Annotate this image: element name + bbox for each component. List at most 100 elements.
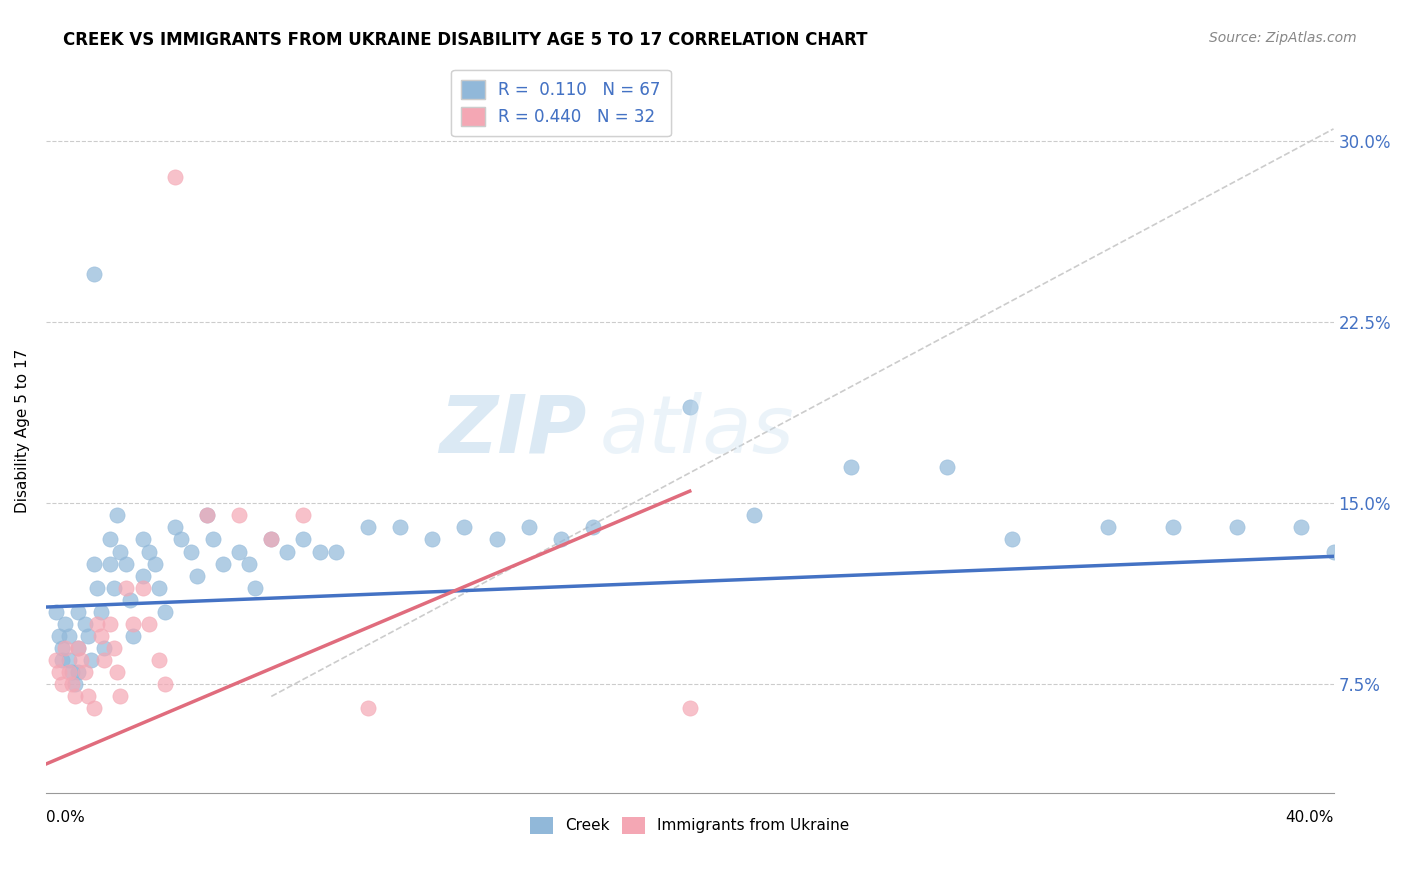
- Point: [76, 690, 98, 704]
- Point: [1226, 520, 1249, 534]
- Point: [80, 653, 103, 667]
- Point: [67, 641, 90, 656]
- Point: [98, 557, 121, 571]
- Point: [48, 665, 70, 680]
- Text: ZIP: ZIP: [439, 392, 586, 470]
- Text: Source: ZipAtlas.com: Source: ZipAtlas.com: [1209, 31, 1357, 45]
- Point: [228, 544, 250, 558]
- Point: [260, 533, 283, 547]
- Point: [73, 665, 96, 680]
- Text: 40.0%: 40.0%: [1285, 810, 1333, 825]
- Point: [163, 520, 186, 534]
- Point: [83, 701, 105, 715]
- Point: [679, 701, 702, 715]
- Point: [1097, 520, 1119, 534]
- Point: [1001, 533, 1024, 547]
- Text: atlas: atlas: [599, 392, 794, 470]
- Point: [98, 533, 121, 547]
- Point: [53, 617, 76, 632]
- Text: CREEK VS IMMIGRANTS FROM UKRAINE DISABILITY AGE 5 TO 17 CORRELATION CHART: CREEK VS IMMIGRANTS FROM UKRAINE DISABIL…: [63, 31, 868, 49]
- Point: [138, 617, 160, 632]
- Point: [202, 533, 225, 547]
- Point: [60, 665, 83, 680]
- Point: [48, 629, 70, 643]
- Point: [45, 605, 67, 619]
- Point: [195, 508, 218, 523]
- Point: [45, 653, 67, 667]
- Point: [67, 641, 90, 656]
- Point: [742, 508, 765, 523]
- Point: [308, 544, 330, 558]
- Point: [122, 617, 145, 632]
- Point: [118, 592, 141, 607]
- Point: [276, 544, 298, 558]
- Point: [93, 653, 115, 667]
- Point: [86, 581, 108, 595]
- Point: [180, 544, 202, 558]
- Point: [122, 629, 145, 643]
- Point: [131, 581, 153, 595]
- Point: [76, 629, 98, 643]
- Point: [1161, 520, 1184, 534]
- Point: [93, 641, 115, 656]
- Point: [103, 641, 125, 656]
- Point: [63, 690, 86, 704]
- Point: [108, 690, 131, 704]
- Point: [260, 533, 283, 547]
- Point: [582, 520, 605, 534]
- Point: [90, 629, 112, 643]
- Point: [148, 581, 170, 595]
- Point: [679, 400, 702, 414]
- Point: [70, 653, 93, 667]
- Point: [51, 677, 73, 691]
- Point: [51, 641, 73, 656]
- Point: [86, 617, 108, 632]
- Point: [115, 557, 138, 571]
- Point: [83, 267, 105, 281]
- Point: [195, 508, 218, 523]
- Point: [131, 533, 153, 547]
- Point: [105, 665, 128, 680]
- Point: [53, 641, 76, 656]
- Point: [325, 544, 347, 558]
- Point: [357, 701, 380, 715]
- Point: [98, 617, 121, 632]
- Point: [67, 665, 90, 680]
- Point: [153, 677, 176, 691]
- Point: [1322, 544, 1344, 558]
- Point: [485, 533, 508, 547]
- Point: [138, 544, 160, 558]
- Point: [292, 533, 315, 547]
- Point: [517, 520, 540, 534]
- Point: [936, 460, 959, 475]
- Point: [58, 653, 80, 667]
- Point: [163, 170, 186, 185]
- Point: [83, 557, 105, 571]
- Point: [115, 581, 138, 595]
- Point: [90, 605, 112, 619]
- Point: [228, 508, 250, 523]
- Point: [389, 520, 412, 534]
- Point: [212, 557, 235, 571]
- Point: [238, 557, 260, 571]
- Point: [170, 533, 193, 547]
- Point: [245, 581, 267, 595]
- Y-axis label: Disability Age 5 to 17: Disability Age 5 to 17: [15, 349, 30, 513]
- Point: [58, 665, 80, 680]
- Text: 0.0%: 0.0%: [46, 810, 84, 825]
- Point: [73, 617, 96, 632]
- Point: [60, 677, 83, 691]
- Point: [420, 533, 443, 547]
- Point: [1291, 520, 1313, 534]
- Point: [63, 677, 86, 691]
- Point: [153, 605, 176, 619]
- Point: [453, 520, 475, 534]
- Point: [105, 508, 128, 523]
- Point: [292, 508, 315, 523]
- Point: [131, 568, 153, 582]
- Point: [51, 653, 73, 667]
- Point: [108, 544, 131, 558]
- Point: [839, 460, 862, 475]
- Point: [103, 581, 125, 595]
- Point: [357, 520, 380, 534]
